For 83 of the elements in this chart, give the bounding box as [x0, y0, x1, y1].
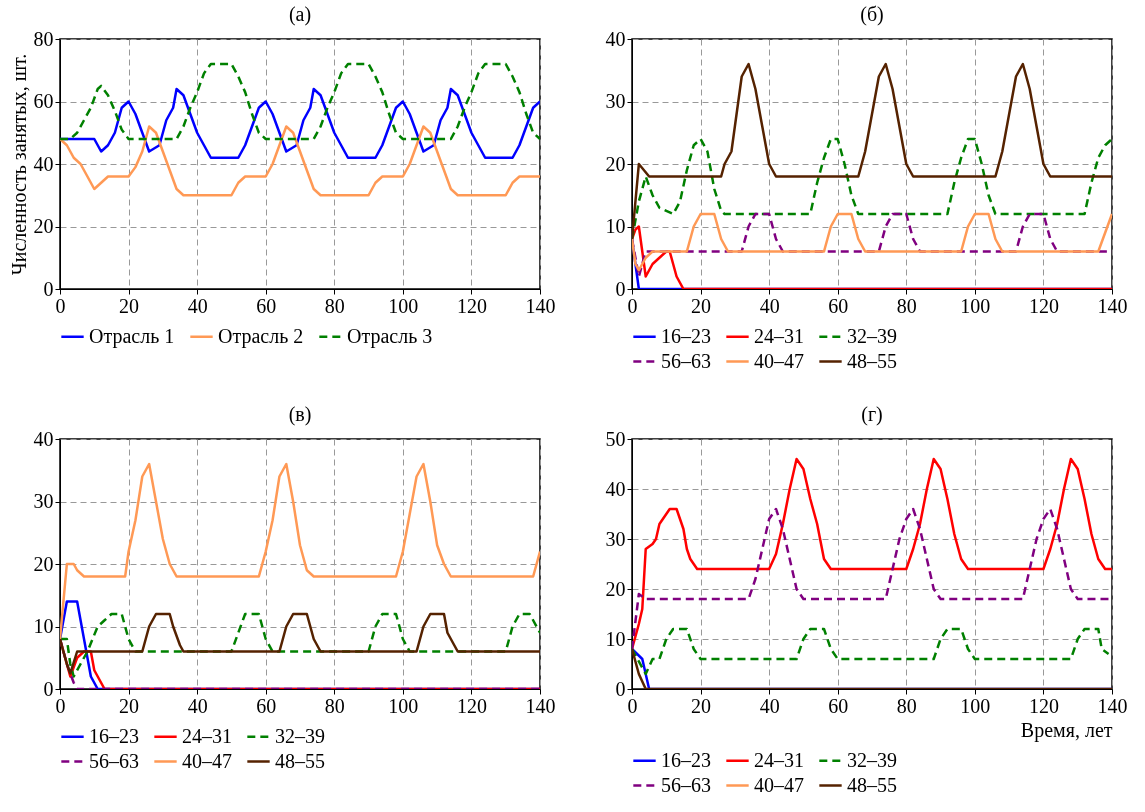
y-tick-label: 10: [605, 215, 626, 237]
y-tick-label: 40: [605, 477, 626, 500]
legend-label: 40–47: [182, 749, 232, 772]
y-tick-label: 20: [33, 552, 54, 575]
x-tick-label: 60: [828, 694, 849, 717]
x-tick-label: 20: [119, 294, 140, 317]
y-tick-label: 20: [605, 152, 626, 175]
legend-label: 32–39: [275, 724, 325, 747]
chart-title: (б): [860, 3, 884, 26]
chart-title: (г): [861, 403, 883, 426]
x-tick-label: 140: [1097, 294, 1128, 317]
x-tick-label: 20: [119, 694, 140, 717]
x-tick-label: 40: [187, 694, 208, 717]
x-tick-label: 120: [456, 694, 487, 717]
legend-label: Отрасль 1: [89, 324, 175, 348]
line-series: [60, 62, 540, 141]
x-tick-label: 80: [896, 694, 917, 717]
chart-title: (в): [288, 403, 312, 426]
x-axis-title: Время, лет: [1020, 718, 1113, 742]
x-tick-label: 140: [525, 294, 556, 317]
x-tick-label: 20: [691, 694, 712, 717]
y-tick-label: 20: [605, 577, 626, 600]
x-tick-label: 40: [759, 694, 780, 717]
line-series: [60, 462, 540, 641]
x-tick-label: 80: [896, 294, 917, 317]
x-tick-label: 80: [324, 694, 345, 717]
legend-label: 56–63: [89, 749, 139, 772]
y-tick-label: 20: [33, 215, 54, 237]
y-tick-label: 30: [605, 90, 626, 112]
legend-label: Отрасль 3: [347, 324, 433, 348]
x-tick-label: 60: [256, 694, 277, 717]
x-tick-label: 120: [1028, 294, 1059, 317]
y-tick-label: 0: [43, 277, 54, 300]
y-tick-label: 40: [33, 152, 54, 175]
line-series: [632, 627, 1110, 676]
y-tick-label: 50: [605, 427, 626, 450]
x-tick-label: 100: [960, 294, 991, 317]
legend-label: 32–39: [847, 748, 897, 771]
x-tick-label: 100: [388, 694, 419, 717]
legend-label: 40–47: [754, 349, 804, 372]
x-tick-label: 140: [525, 694, 556, 717]
chart-title: (а): [288, 3, 312, 26]
x-tick-label: 60: [256, 294, 277, 317]
y-tick-label: 10: [605, 627, 626, 650]
y-tick-label: 0: [615, 677, 626, 700]
x-tick-label: 100: [960, 694, 991, 717]
legend-label: 16–23: [661, 748, 711, 771]
x-tick-label: 40: [187, 294, 208, 317]
x-tick-label: 20: [691, 294, 712, 317]
legend-label: 24–31: [754, 324, 804, 347]
y-tick-label: 30: [33, 490, 54, 512]
line-series: [60, 125, 540, 197]
x-tick-label: 140: [1097, 694, 1128, 717]
legend-label: 56–63: [661, 773, 711, 796]
x-tick-label: 40: [759, 294, 780, 317]
legend-label: Отрасль 2: [218, 324, 304, 348]
y-tick-label: 30: [605, 527, 626, 550]
line-series: [632, 62, 1112, 241]
y-tick-label: 0: [615, 277, 626, 300]
y-axis-title: Численность занятых, шт.: [7, 53, 30, 276]
y-tick-label: 80: [33, 27, 54, 50]
legend-label: 48–55: [847, 773, 897, 796]
legend-label: 32–39: [847, 324, 897, 347]
y-tick-label: 40: [33, 427, 54, 450]
legend-label: 40–47: [754, 773, 804, 796]
legend-label: 24–31: [754, 748, 804, 771]
legend-label: 24–31: [182, 724, 232, 747]
y-tick-label: 10: [33, 615, 54, 637]
legend-label: 16–23: [661, 324, 711, 347]
x-tick-label: 60: [828, 294, 849, 317]
x-tick-label: 80: [324, 294, 345, 317]
x-tick-label: 100: [388, 294, 419, 317]
legend-label: 56–63: [661, 349, 711, 372]
line-series: [632, 137, 1112, 241]
x-tick-label: 120: [456, 294, 487, 317]
y-tick-label: 40: [605, 27, 626, 50]
x-tick-label: 120: [1028, 694, 1059, 717]
legend-label: 16–23: [89, 724, 139, 747]
legend-label: 48–55: [275, 749, 325, 772]
line-series: [632, 457, 1112, 651]
y-tick-label: 0: [43, 677, 54, 700]
legend-label: 48–55: [847, 349, 897, 372]
y-tick-label: 60: [33, 90, 54, 112]
